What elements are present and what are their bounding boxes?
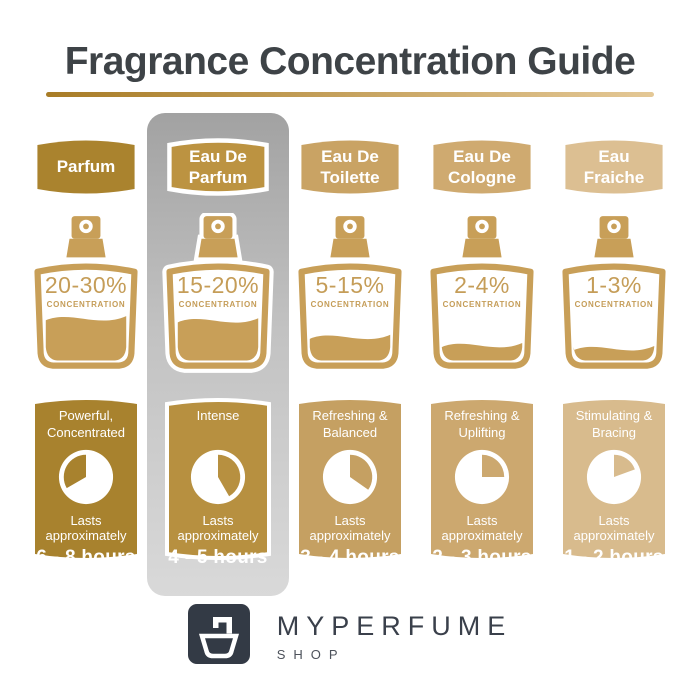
badge-shape xyxy=(429,135,535,199)
concentration-label: CONCENTRATION xyxy=(178,300,258,309)
spray-bottle-icon xyxy=(24,213,148,378)
concentration-label: CONCENTRATION xyxy=(442,300,522,309)
column-eau-de-cologne: Eau De Cologne 2-4% CONCENTRATION Refres… xyxy=(420,135,544,568)
concentration-label: CONCENTRATION xyxy=(574,300,654,309)
column-eau-de-toilette: Eau De Toilette 5-15% CONCENTRATION Refr… xyxy=(288,135,412,568)
clock-pie-icon xyxy=(321,448,379,506)
concentration-label: CONCENTRATION xyxy=(46,300,126,309)
column-parfum: Parfum 20-30% CONCENTRATION Powerful, Co… xyxy=(24,135,148,568)
info-card: Intense Lasts approximately 4 - 5 hours xyxy=(163,395,273,568)
brand-name: MYPERFUME xyxy=(276,611,513,641)
character-text: Refreshing & Balanced xyxy=(312,408,388,440)
perfume-bottle-graphic: 1-3% CONCENTRATION xyxy=(552,213,676,378)
spray-bottle-icon xyxy=(420,213,544,378)
duration-text: 1 - 2 hours xyxy=(564,546,664,568)
lasts-text: Lasts approximately xyxy=(573,513,655,544)
info-card: Stimulating & Bracing Lasts approximatel… xyxy=(559,395,669,568)
perfume-bottle-graphic: 15-20% CONCENTRATION xyxy=(156,211,280,378)
perfume-bottle-graphic: 2-4% CONCENTRATION xyxy=(420,213,544,378)
lasts-text: Lasts approximately xyxy=(177,513,259,544)
title-underline xyxy=(46,92,654,97)
character-text: Stimulating & Bracing xyxy=(575,408,653,440)
clock-pie-icon xyxy=(189,448,247,506)
badge-eau-de-cologne: Eau De Cologne xyxy=(429,135,535,199)
lasts-text: Lasts approximately xyxy=(309,513,391,544)
perfume-bottle-graphic: 20-30% CONCENTRATION xyxy=(24,213,148,378)
column-eau-de-parfum: Eau De Parfum 15-20% CONCENTRATION Inten… xyxy=(156,135,280,568)
badge-eau-de-parfum: Eau De Parfum xyxy=(165,135,271,199)
spray-bottle-icon xyxy=(288,213,412,378)
badge-label: Eau Fraiche xyxy=(583,146,645,187)
info-card: Refreshing & Balanced Lasts approximatel… xyxy=(295,395,405,568)
clock-pie-icon xyxy=(585,448,643,506)
duration-text: 4 - 5 hours xyxy=(168,546,268,568)
character-text: Intense xyxy=(196,408,240,423)
badge-shape xyxy=(297,135,403,199)
page-title: Fragrance Concentration Guide xyxy=(64,40,636,83)
info-card: Powerful, Concentrated Lasts approximate… xyxy=(31,395,141,568)
character-text: Powerful, Concentrated xyxy=(46,408,126,440)
duration-text: 2 - 3 hours xyxy=(432,546,532,568)
duration-text: 3 - 4 hours xyxy=(300,546,400,568)
column-eau-fraiche: Eau Fraiche 1-3% CONCENTRATION Stimulati… xyxy=(552,135,676,568)
badge-shape xyxy=(33,135,139,199)
card-content: Stimulating & Bracing Lasts approximatel… xyxy=(559,395,669,569)
card-content: Powerful, Concentrated Lasts approximate… xyxy=(31,395,141,569)
brand-footer: MYPERFUME SHOP xyxy=(0,604,700,669)
character-text: Refreshing & Uplifting xyxy=(444,408,520,440)
lasts-text: Lasts approximately xyxy=(441,513,523,544)
badge-label: Eau De Cologne xyxy=(448,146,516,187)
duration-text: 6 - 8 hours xyxy=(36,546,136,568)
brand-text-block: MYPERFUME SHOP xyxy=(277,611,513,662)
concentration-value: 15-20% xyxy=(176,272,260,298)
badge-label: Eau De Toilette xyxy=(320,146,380,187)
concentration-label: CONCENTRATION xyxy=(310,300,390,309)
badge-label: Parfum xyxy=(56,157,116,177)
info-card: Refreshing & Uplifting Lasts approximate… xyxy=(427,395,537,568)
concentration-value: 2-4% xyxy=(454,272,510,298)
card-content: Refreshing & Balanced Lasts approximatel… xyxy=(295,395,405,569)
columns-row: Parfum 20-30% CONCENTRATION Powerful, Co… xyxy=(24,135,676,568)
spray-bottle-icon xyxy=(156,211,280,378)
concentration-value: 5-15% xyxy=(315,272,385,298)
spray-bottle-icon xyxy=(552,213,676,378)
lasts-text: Lasts approximately xyxy=(45,513,127,544)
badge-label: Eau De Parfum xyxy=(188,146,248,187)
clock-pie-icon xyxy=(57,448,115,506)
card-content: Refreshing & Uplifting Lasts approximate… xyxy=(427,395,537,569)
clock-pie-icon xyxy=(453,448,511,506)
concentration-value: 1-3% xyxy=(586,272,642,298)
perfume-bottle-icon xyxy=(187,604,250,669)
badge-eau-fraiche: Eau Fraiche xyxy=(561,135,667,199)
perfume-bottle-graphic: 5-15% CONCENTRATION xyxy=(288,213,412,378)
concentration-value: 20-30% xyxy=(44,272,128,298)
brand-subtitle: SHOP xyxy=(276,647,346,662)
card-content: Intense Lasts approximately 4 - 5 hours xyxy=(163,395,273,569)
badge-eau-de-toilette: Eau De Toilette xyxy=(297,135,403,199)
badge-shape xyxy=(165,135,271,199)
badge-shape xyxy=(561,135,667,199)
badge-parfum: Parfum xyxy=(33,135,139,199)
